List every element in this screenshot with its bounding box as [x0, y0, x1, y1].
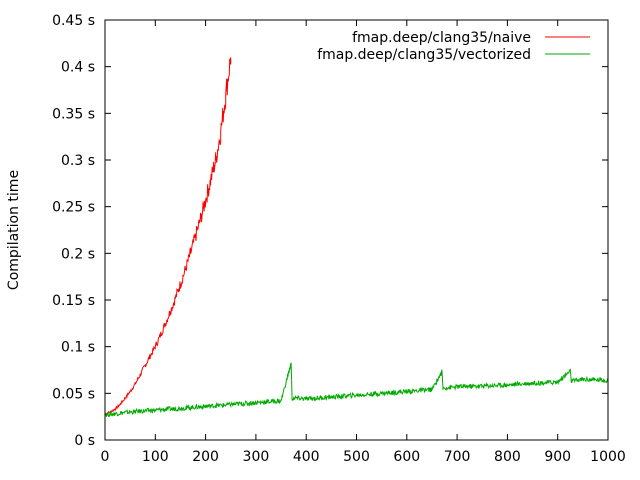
y-tick-label: 0.3 s: [61, 153, 95, 169]
x-tick-label: 700: [444, 449, 471, 465]
x-tick-label: 1000: [590, 449, 626, 465]
x-tick-label: 800: [494, 449, 521, 465]
series-line-naive: [104, 57, 232, 415]
x-tick-label: 600: [393, 449, 420, 465]
y-tick-label: 0.2 s: [61, 246, 95, 262]
y-tick-label: 0.1 s: [61, 340, 95, 356]
y-axis: 0 s 0.05 s 0.1 s 0.15 s 0.2 s 0.25 s 0.3 s 0.35…: [52, 13, 608, 449]
legend-label: fmap.deep/clang35/vectorized: [317, 47, 531, 63]
y-tick-label: 0.45 s: [52, 13, 95, 29]
x-tick-label: 200: [192, 449, 219, 465]
legend-label: fmap.deep/clang35/naive: [352, 30, 531, 46]
x-tick-label: 100: [142, 449, 169, 465]
legend: fmap.deep/clang35/naivefmap.deep/clang35…: [317, 30, 590, 63]
x-tick-label: 0: [101, 449, 110, 465]
series-line-vectorized: [104, 362, 609, 418]
y-tick-label: 0.15 s: [52, 293, 95, 309]
series-lines: [104, 57, 609, 418]
y-axis-title: Compilation time: [6, 170, 22, 290]
x-tick-label: 300: [243, 449, 270, 465]
x-axis: 0 100 200 300 400 500 600 700 800 900 1000: [101, 20, 626, 465]
x-tick-label: 400: [293, 449, 320, 465]
y-tick-label: 0.4 s: [61, 60, 95, 76]
x-tick-label: 900: [544, 449, 571, 465]
y-tick-label: 0.35 s: [52, 106, 95, 122]
y-tick-label: 0.05 s: [52, 386, 95, 402]
x-tick-label: 500: [343, 449, 370, 465]
y-tick-label: 0.25 s: [52, 200, 95, 216]
y-tick-label: 0 s: [74, 433, 95, 449]
